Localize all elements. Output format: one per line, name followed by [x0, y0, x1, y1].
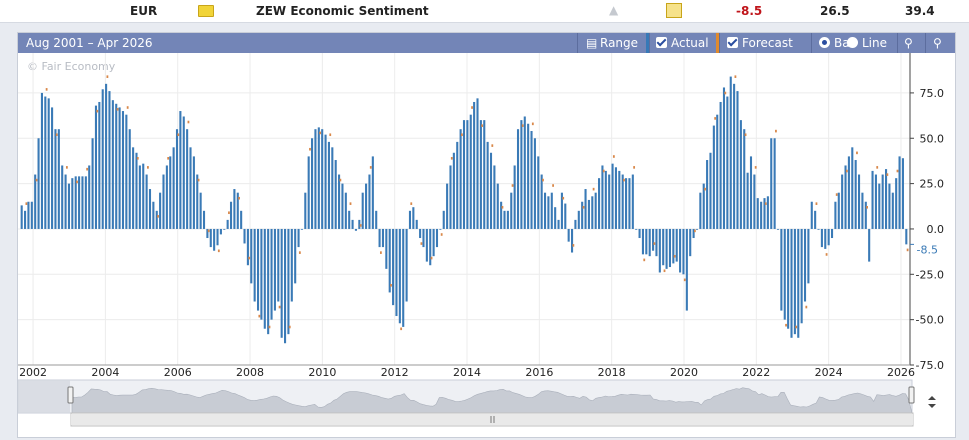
chart-panel: Aug 2001 – Apr 2026 ▤ Range Actual Forec…	[17, 32, 956, 438]
actual-toggle-label[interactable]: Actual	[671, 36, 709, 50]
forecast-swatch	[716, 33, 719, 53]
currency-label: EUR	[130, 4, 158, 18]
range-button[interactable]: Range	[600, 36, 639, 50]
event-title[interactable]: ZEW Economic Sentiment	[256, 4, 429, 18]
forecast-toggle-label[interactable]: Forecast	[742, 36, 793, 50]
event-row[interactable]: EUR ZEW Economic Sentiment ▲ -8.5 26.5 3…	[0, 0, 969, 23]
line-radio-label[interactable]: Line	[862, 36, 888, 50]
actual-value: -8.5	[736, 4, 763, 18]
bar-radio[interactable]	[819, 37, 830, 48]
bell-icon[interactable]: ▲	[609, 3, 619, 17]
date-range-text: Aug 2001 – Apr 2026	[26, 36, 153, 50]
line-radio[interactable]	[847, 37, 858, 48]
forecast-checkbox[interactable]	[727, 37, 738, 48]
detail-icon[interactable]	[666, 3, 682, 18]
range-icon: ▤	[586, 36, 598, 50]
actual-swatch	[646, 33, 649, 53]
zoom-in-icon[interactable]: ⚲	[904, 36, 913, 50]
forecast-value: 26.5	[820, 4, 850, 18]
zoom-out-icon[interactable]: ⚲	[933, 36, 942, 50]
previous-value: 39.4	[905, 4, 935, 18]
actual-checkbox[interactable]	[656, 37, 667, 48]
chart-toolbar: Aug 2001 – Apr 2026 ▤ Range Actual Forec…	[18, 33, 955, 53]
folder-icon[interactable]	[198, 5, 214, 17]
